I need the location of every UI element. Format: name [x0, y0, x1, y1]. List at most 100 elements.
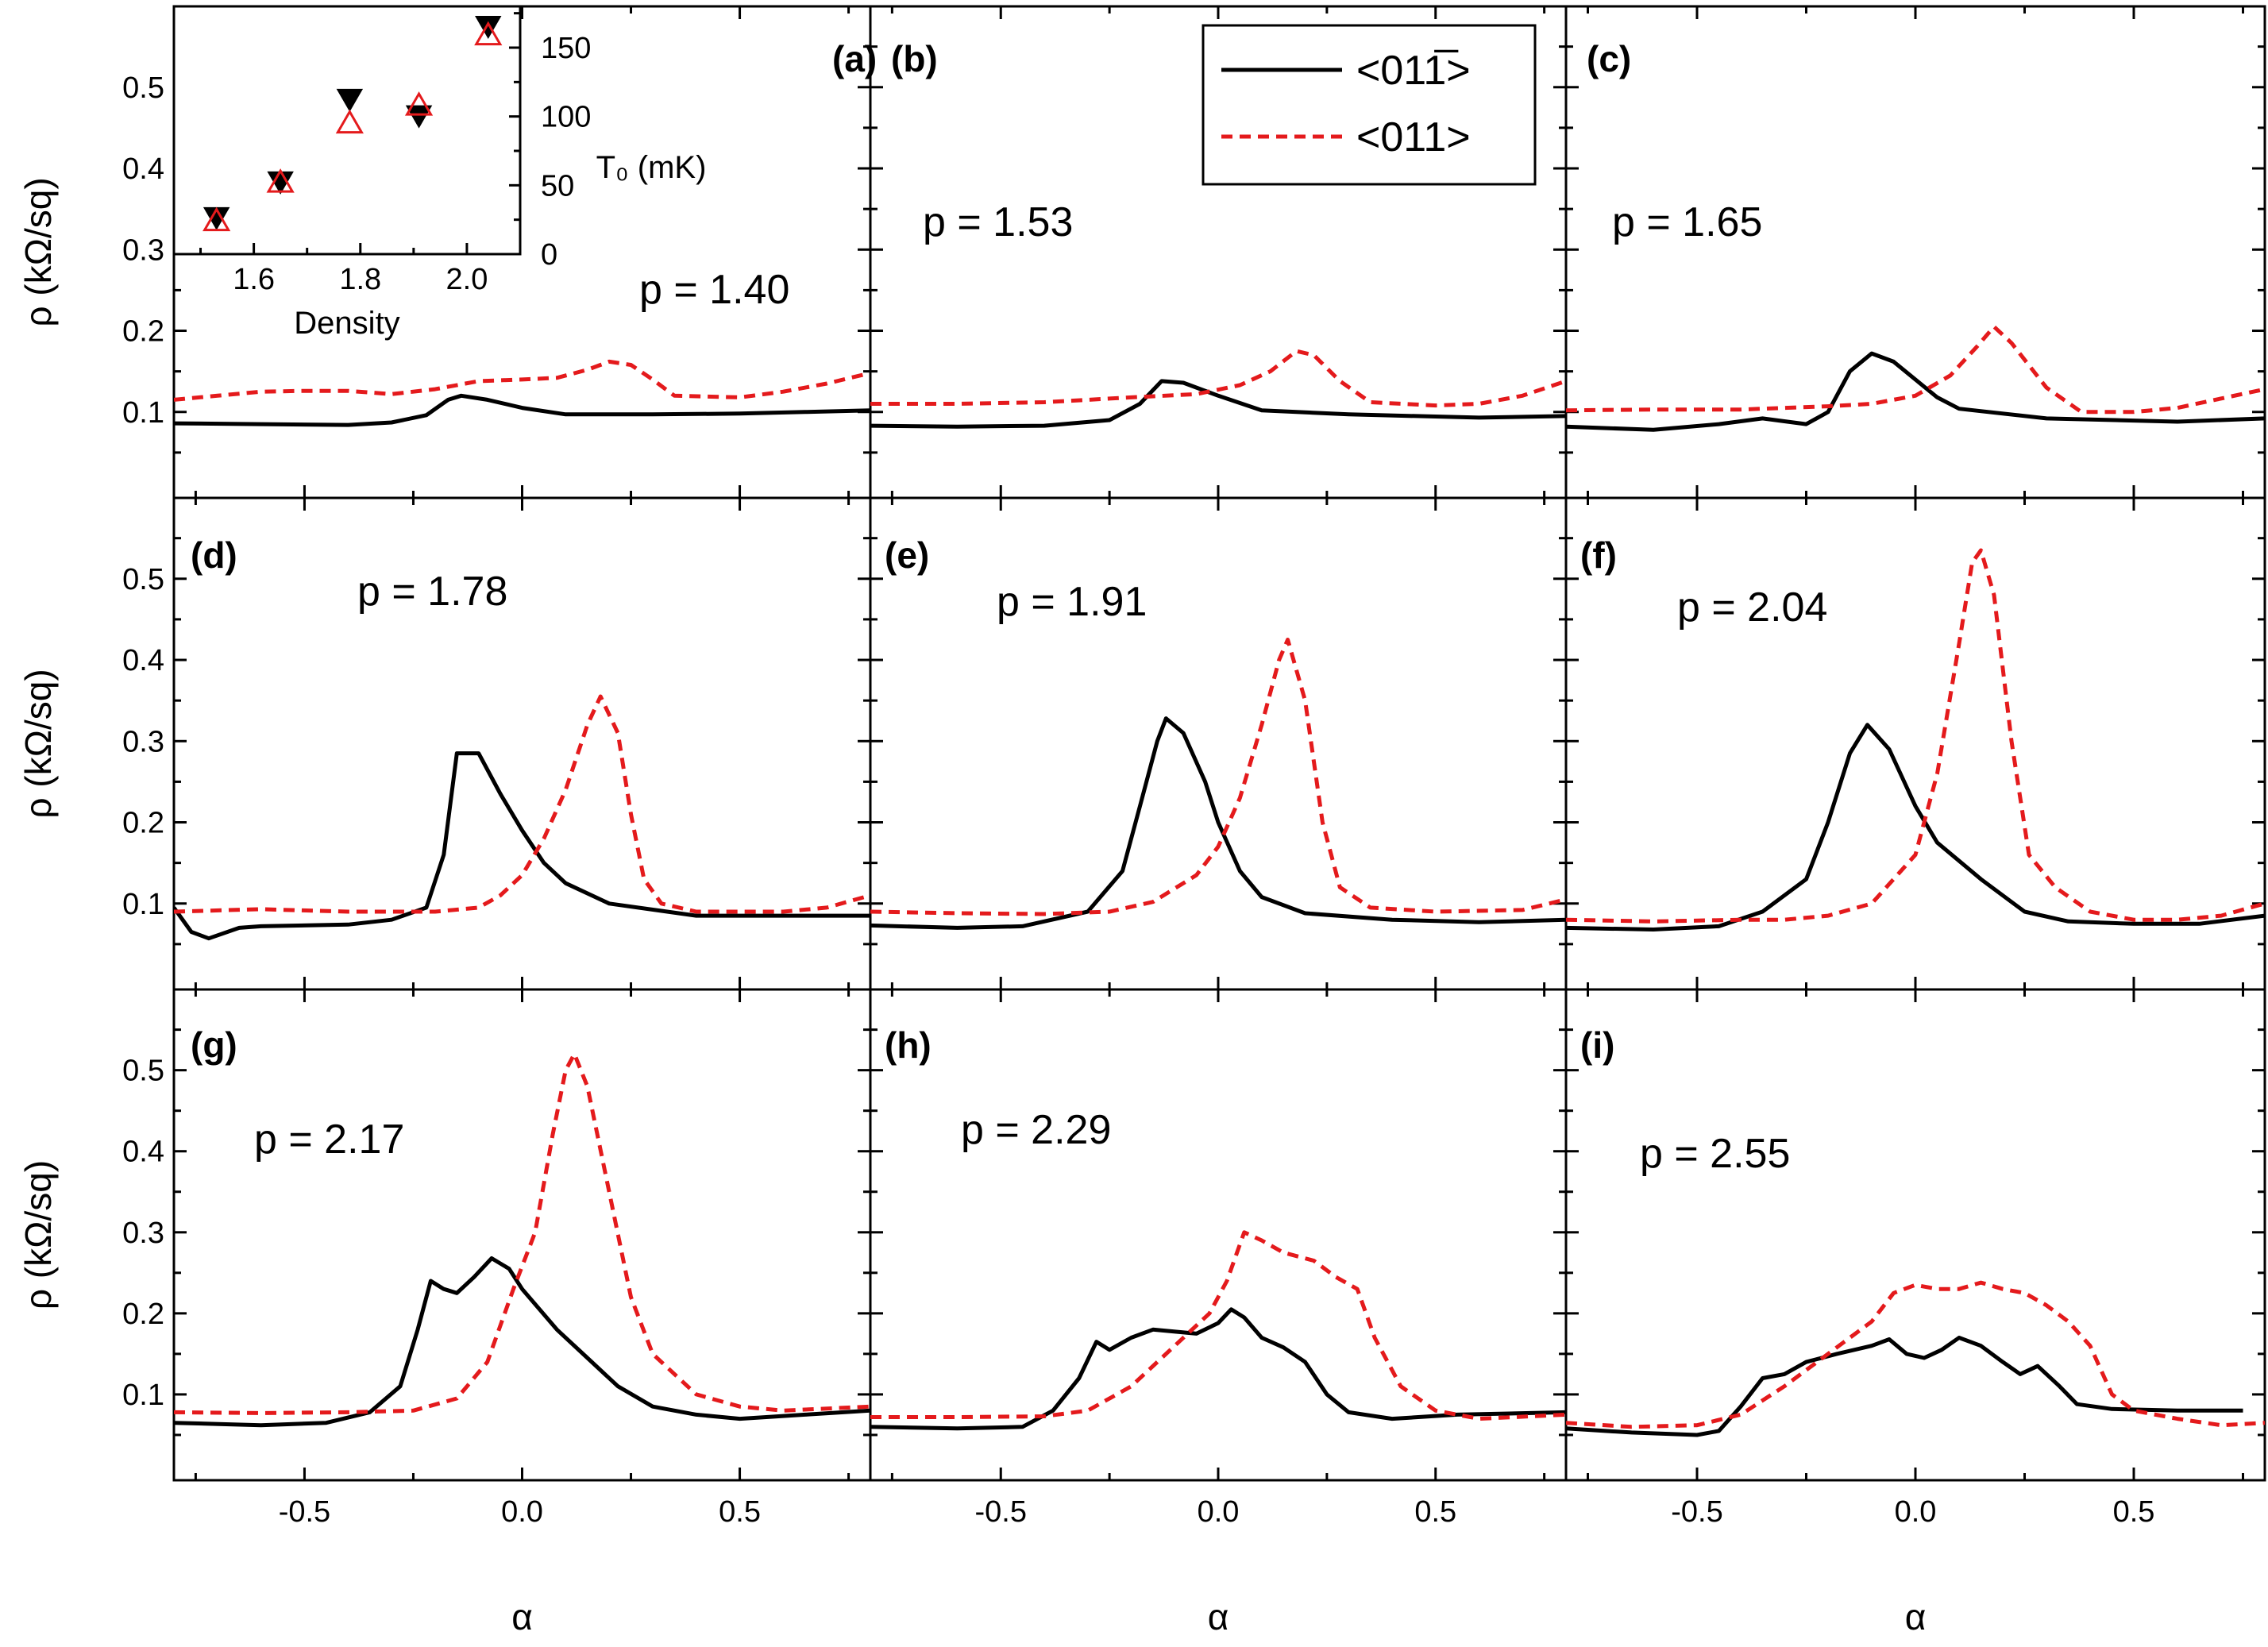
- inset-marker-open: [266, 168, 295, 193]
- inset-marker-open: [474, 21, 503, 46]
- inset-y-tick-label: 50: [541, 169, 574, 202]
- inset-y-axis-label: T₀ (mK): [596, 150, 707, 185]
- panel-d: 0.1 0.2 0.3 0.4 0.5 (d) p = 1.78: [122, 496, 872, 991]
- inset-x-tick-label: 1.8: [339, 263, 381, 296]
- y-tick-label: 0.1: [122, 396, 164, 430]
- x-tick-label: 0.0: [1895, 1495, 1937, 1529]
- y-axis-label-row-1: ρ (kΩ/sq): [17, 177, 59, 326]
- y-tick-label: 0.2: [122, 807, 164, 840]
- panel-frame: [1564, 496, 2266, 991]
- x-tick-label: 0.5: [719, 1495, 761, 1529]
- series-line-dashed: [870, 349, 1566, 408]
- legend-box: [1202, 24, 1537, 186]
- series-line-solid: [174, 393, 870, 427]
- inset-chart: 1.6 1.8 2.0 0 50 100 150 Density T₀ (mK): [172, 5, 707, 341]
- y-tick-label: 0.5: [122, 71, 164, 105]
- panel-frame: [172, 988, 872, 1482]
- y-tick-label: 0.3: [122, 1217, 164, 1250]
- x-axis-label-col-2: α: [1208, 1596, 1229, 1637]
- density-label: p = 1.65: [1612, 199, 1762, 245]
- series-line-solid: [870, 716, 1566, 930]
- panel-tag: (d): [191, 534, 237, 576]
- inset-frame: [172, 5, 522, 256]
- x-tick-label: -0.5: [1671, 1495, 1722, 1529]
- series-line-solid: [870, 1307, 1566, 1431]
- series-line-dashed: [1566, 324, 2265, 415]
- panel-h: -0.5 0.0 0.5 (h) p = 2.29: [869, 988, 1568, 1529]
- y-tick-label: 0.1: [122, 888, 164, 921]
- panel-frame: [869, 496, 1568, 991]
- y-tick-label: 0.4: [122, 1136, 164, 1169]
- y-tick-label: 0.4: [122, 644, 164, 677]
- x-tick-label: -0.5: [975, 1495, 1027, 1529]
- x-tick-label: -0.5: [279, 1495, 330, 1529]
- panels-group: 0.10.20.30.40.5(a)p = 1.40(b)p = 1.53(c)…: [122, 5, 2266, 1529]
- panel-c: (c) p = 1.65: [1564, 5, 2266, 499]
- density-label: p = 2.04: [1677, 584, 1827, 631]
- y-tick-label: 0.5: [122, 563, 164, 596]
- panel-tag: (e): [885, 534, 929, 576]
- y-tick-label: 0.2: [122, 1298, 164, 1331]
- series-line-solid: [174, 751, 870, 941]
- series-line-dashed: [174, 1051, 870, 1415]
- inset-y-tick-label: 100: [541, 101, 591, 134]
- panel-i: -0.5 0.0 0.5 (i) p = 2.55: [1564, 988, 2266, 1529]
- series-line-dashed: [174, 359, 870, 402]
- series-line-dashed: [1566, 1280, 2265, 1429]
- legend: <011̅> <011>: [1202, 24, 1537, 186]
- series-line-solid: [174, 1256, 870, 1428]
- series-line-solid: [870, 379, 1566, 429]
- density-label: p = 2.29: [961, 1107, 1111, 1153]
- density-label: p = 1.53: [923, 199, 1073, 245]
- panel-tag: (h): [885, 1024, 932, 1066]
- density-label: p = 2.17: [254, 1117, 404, 1163]
- panel-e: (e) p = 1.91: [869, 496, 1568, 991]
- panel-tag: (i): [1580, 1024, 1614, 1066]
- y-tick-label: 0.5: [122, 1055, 164, 1088]
- y-axis-label-row-2: ρ (kΩ/sq): [17, 669, 59, 818]
- x-tick-label: 0.5: [1414, 1495, 1456, 1529]
- panel-g: 0.1 0.2 0.3 0.4 0.5 -0.5 0.0 0.5 (g) p = 2.17: [122, 988, 872, 1529]
- series-line-dashed: [870, 638, 1566, 916]
- y-tick-label: 0.3: [122, 233, 164, 267]
- x-tick-label: 0.0: [1198, 1495, 1240, 1529]
- inset-marker-filled: [475, 16, 502, 40]
- panel-f: (f) p = 2.04: [1564, 496, 2266, 991]
- series-line-dashed: [174, 694, 870, 914]
- inset-x-tick-label: 2.0: [446, 263, 488, 296]
- inset-marker-filled: [405, 105, 433, 129]
- series-line-dashed: [870, 1230, 1566, 1421]
- series-line-dashed: [1566, 548, 2265, 924]
- inset-y-tick-label: 150: [541, 32, 591, 65]
- x-axis-label-col-3: α: [1905, 1596, 1927, 1637]
- x-tick-label: 0.5: [2113, 1495, 2155, 1529]
- density-label: p = 2.55: [1640, 1131, 1790, 1177]
- inset-marker-filled: [336, 88, 364, 112]
- panel-tag: (f): [1580, 534, 1617, 576]
- density-label: p = 1.91: [997, 579, 1147, 625]
- panel-a: 0.10.20.30.40.5(a)p = 1.40: [122, 5, 877, 499]
- density-label: p = 1.78: [357, 569, 507, 615]
- y-tick-label: 0.3: [122, 725, 164, 758]
- panel-frame: [1564, 988, 2266, 1482]
- inset-marker-open: [404, 91, 434, 116]
- panel-frame: [1564, 5, 2266, 499]
- legend-label-dashed: <011>: [1356, 114, 1471, 160]
- inset-marker-open: [202, 206, 231, 232]
- series-line-solid: [1566, 1336, 2243, 1437]
- y-axis-label-row-3: ρ (kΩ/sq): [17, 1160, 59, 1310]
- x-tick-label: 0.0: [501, 1495, 543, 1529]
- panel-tag: (c): [1587, 38, 1631, 79]
- inset-x-tick-label: 1.6: [233, 263, 275, 296]
- inset-marker-open: [335, 109, 364, 134]
- inset-x-axis-label: Density: [294, 306, 399, 341]
- inset-y-tick-label: 0: [541, 238, 557, 272]
- panel-frame: [869, 988, 1568, 1482]
- panel-tag: (g): [191, 1024, 237, 1066]
- y-tick-label: 0.4: [122, 152, 164, 186]
- series-line-solid: [1566, 723, 2265, 932]
- panel-tag: (b): [891, 38, 938, 79]
- x-axis-label-col-1: α: [511, 1596, 533, 1637]
- density-label: p = 1.40: [639, 267, 789, 313]
